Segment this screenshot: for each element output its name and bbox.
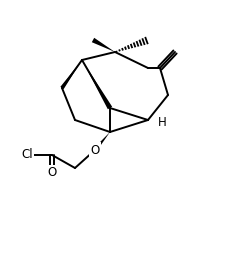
Polygon shape [91, 38, 115, 52]
Text: Cl: Cl [21, 149, 33, 162]
Text: O: O [47, 166, 56, 180]
Text: O: O [90, 143, 99, 157]
Polygon shape [60, 60, 82, 89]
Polygon shape [82, 60, 112, 109]
Text: H: H [157, 116, 166, 128]
Polygon shape [93, 132, 110, 151]
